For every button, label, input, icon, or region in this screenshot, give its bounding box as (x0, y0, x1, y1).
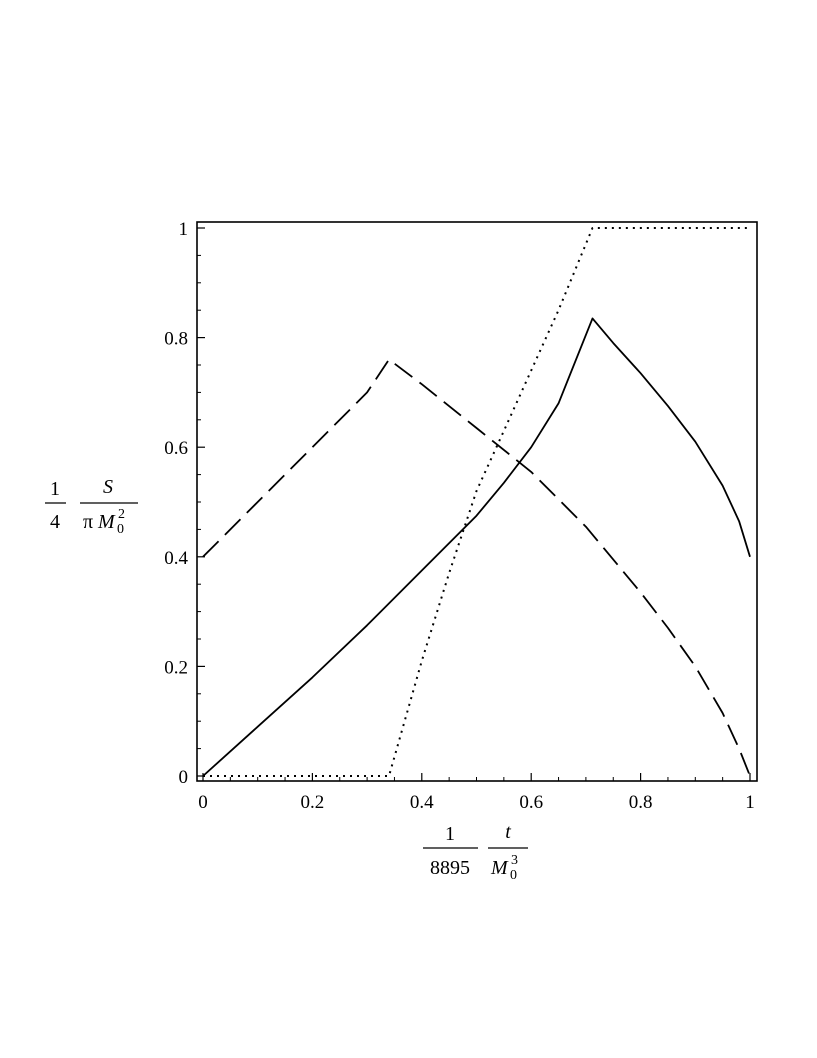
ylabel-den-sup: 2 (118, 507, 125, 522)
x-tick-label: 0.8 (629, 792, 653, 813)
ylabel-coef-den: 4 (50, 511, 60, 533)
xlabel-coef-num: 1 (445, 823, 455, 845)
xlabel-den-base: M (490, 857, 509, 879)
x-tick-label: 1 (745, 792, 755, 813)
series-line-dashed (202, 358, 751, 777)
ylabel-coef-num: 1 (50, 478, 60, 500)
y-axis-ticks: 0 0.2 0.4 0.6 0.8 1 (164, 219, 205, 788)
ylabel-numerator: S (103, 476, 113, 498)
x-axis-label: 1 8895 t M 0 3 (423, 821, 528, 883)
ylabel-den-base: M (97, 511, 116, 533)
y-tick-label: 0.6 (164, 438, 188, 459)
ylabel-pi: π (83, 511, 93, 533)
ylabel-den-sub: 0 (117, 522, 124, 537)
series-line-solid (202, 317, 751, 777)
xlabel-den-sup: 3 (511, 853, 518, 868)
y-tick-label: 0.2 (164, 657, 188, 678)
y-tick-label: 1 (179, 219, 189, 240)
x-tick-label: 0 (198, 792, 208, 813)
y-tick-label: 0.4 (164, 548, 188, 569)
xlabel-coef-den: 8895 (430, 857, 470, 879)
x-tick-label: 0.6 (519, 792, 543, 813)
plot-frame (196, 221, 758, 782)
series-line-dotted (203, 227, 750, 777)
y-tick-label: 0.8 (164, 329, 188, 350)
y-axis-label: 1 4 S π M 0 2 (45, 476, 138, 537)
y-tick-label: 0 (179, 767, 189, 788)
x-tick-label: 0.2 (301, 792, 325, 813)
xlabel-numerator: t (505, 821, 511, 843)
x-axis-ticks: 0 0.2 0.4 0.6 0.8 1 (198, 773, 755, 813)
x-tick-label: 0.4 (410, 792, 434, 813)
xlabel-den-sub: 0 (510, 868, 517, 883)
series-layer (202, 227, 751, 777)
